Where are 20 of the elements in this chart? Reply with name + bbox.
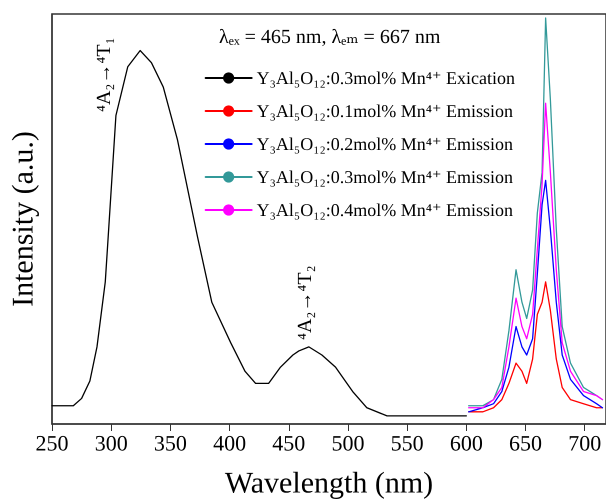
x-tick-label: 650 bbox=[509, 430, 542, 456]
legend-label: Y₃Al₅O₁₂:0.2mol% Mn⁴⁺ Emission bbox=[256, 134, 514, 154]
x-tick-label: 700 bbox=[568, 430, 602, 456]
x-tick-label: 500 bbox=[331, 430, 364, 456]
x-tick-label: 350 bbox=[154, 430, 187, 456]
x-tick-label: 450 bbox=[272, 430, 306, 456]
x-axis-title: Wavelength (nm) bbox=[224, 466, 434, 500]
annotation: λₑₓ = 465 nm, λₑₘ = 667 nm bbox=[219, 26, 441, 48]
y-axis-title: Intensity (a.u.) bbox=[6, 131, 40, 307]
legend-label: Y₃Al₅O₁₂:0.1mol% Mn⁴⁺ Emission bbox=[256, 101, 514, 121]
legend-label: Y₃Al₅O₁₂:0.4mol% Mn⁴⁺ Emission bbox=[256, 200, 514, 220]
annotation: ⁴A₂→⁴T₂ bbox=[294, 265, 316, 340]
x-tick-label: 300 bbox=[94, 430, 128, 456]
legend-label: Y₃Al₅O₁₂:0.3mol% Mn⁴⁺ Exication bbox=[256, 68, 516, 88]
x-tick-label: 400 bbox=[213, 430, 246, 456]
annotation: ⁴A₂→⁴T₁ bbox=[93, 37, 115, 112]
x-tick-label: 600 bbox=[450, 430, 483, 456]
x-tick-label: 250 bbox=[36, 430, 68, 456]
x-tick-label: 550 bbox=[390, 430, 424, 456]
legend-label: Y₃Al₅O₁₂:0.3mol% Mn⁴⁺ Emission bbox=[256, 167, 514, 187]
